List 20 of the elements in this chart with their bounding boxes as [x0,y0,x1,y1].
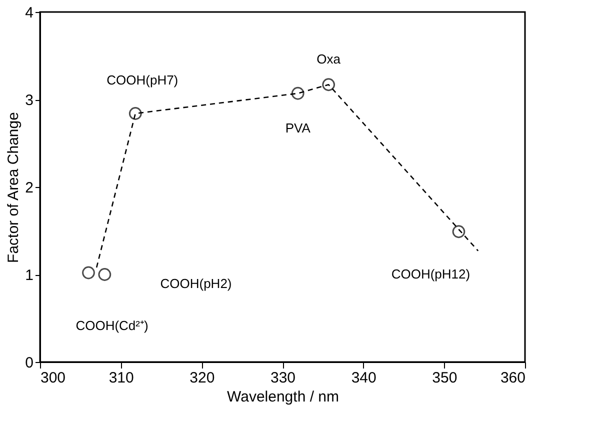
x-tick-label: 340 [351,370,376,386]
x-tick-label: 320 [190,370,215,386]
y-tick-label: 2 [25,180,34,196]
y-tick-label: 4 [25,4,34,22]
x-axis-title: Wavelength / nm [227,388,339,406]
x-tick-label: 310 [108,370,134,386]
x-tick-label: 330 [270,370,296,386]
x-tick-label: 350 [432,370,458,386]
annotation: COOH(Cd²⁺) [76,318,148,333]
annotation: COOH(pH2) [160,276,232,291]
y-axis-title: Factor of Area Change [5,112,22,263]
y-tick-label: 3 [25,92,34,109]
x-tick-label: 360 [500,370,526,386]
annotation: PVA [285,120,311,136]
annotation: Oxa [316,52,342,67]
y-tick-label: 0 [25,354,34,372]
y-tick-label: 1 [25,267,34,284]
annotation: COOH(pH7) [106,72,178,88]
annotation: COOH(pH12) [391,266,470,282]
x-tick-label: 300 [40,370,66,386]
